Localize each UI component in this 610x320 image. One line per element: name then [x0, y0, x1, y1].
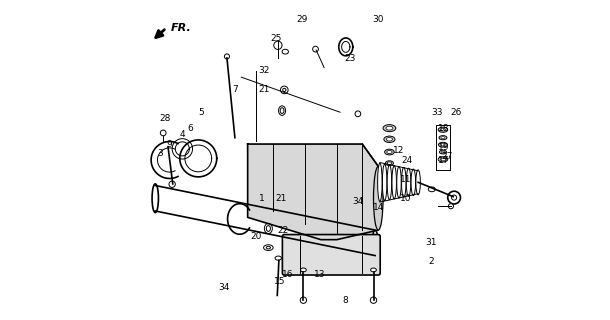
Ellipse shape [386, 138, 392, 141]
Text: 11: 11 [400, 175, 411, 184]
Ellipse shape [439, 136, 447, 140]
Ellipse shape [440, 158, 445, 161]
Ellipse shape [372, 230, 378, 256]
Ellipse shape [438, 157, 448, 162]
Text: 17: 17 [438, 156, 450, 164]
Text: 4: 4 [179, 130, 185, 139]
Text: 28: 28 [159, 114, 171, 123]
Ellipse shape [382, 164, 387, 201]
Ellipse shape [275, 256, 281, 260]
Ellipse shape [371, 268, 376, 272]
Ellipse shape [428, 187, 436, 192]
Text: 5: 5 [199, 108, 204, 117]
Ellipse shape [396, 166, 401, 198]
Text: 13: 13 [314, 270, 325, 279]
Ellipse shape [440, 128, 445, 131]
Ellipse shape [387, 150, 392, 154]
Circle shape [448, 204, 453, 209]
Ellipse shape [279, 106, 285, 116]
Ellipse shape [267, 246, 270, 249]
Circle shape [451, 195, 457, 200]
Text: 31: 31 [425, 238, 437, 247]
Ellipse shape [280, 108, 284, 114]
Text: 23: 23 [344, 53, 355, 62]
Ellipse shape [152, 184, 159, 212]
Ellipse shape [411, 169, 415, 196]
Text: 18: 18 [438, 124, 450, 132]
Text: 10: 10 [400, 194, 411, 203]
Ellipse shape [416, 170, 420, 195]
Circle shape [313, 46, 318, 52]
Ellipse shape [267, 226, 270, 231]
Text: 19: 19 [438, 143, 450, 152]
Ellipse shape [373, 166, 383, 230]
Text: 27: 27 [441, 152, 453, 161]
Circle shape [274, 41, 282, 50]
Text: 9: 9 [167, 140, 173, 148]
Text: 8: 8 [342, 296, 348, 305]
Text: 20: 20 [250, 232, 261, 241]
Ellipse shape [301, 268, 306, 272]
Circle shape [448, 191, 461, 204]
Text: 33: 33 [431, 108, 443, 117]
Text: 26: 26 [451, 108, 462, 117]
Circle shape [370, 297, 377, 303]
Text: 12: 12 [393, 146, 404, 155]
Ellipse shape [387, 162, 392, 164]
Ellipse shape [282, 49, 289, 54]
Ellipse shape [378, 163, 382, 201]
Text: 34: 34 [218, 283, 229, 292]
Text: 14: 14 [373, 203, 384, 212]
Text: 21: 21 [258, 85, 269, 94]
Ellipse shape [264, 223, 272, 234]
Circle shape [281, 86, 288, 94]
Ellipse shape [439, 150, 447, 154]
Circle shape [300, 297, 307, 303]
Text: 25: 25 [271, 35, 282, 44]
Text: 16: 16 [282, 270, 293, 279]
Ellipse shape [387, 165, 392, 200]
Ellipse shape [385, 149, 394, 155]
Polygon shape [248, 144, 378, 240]
Text: 1: 1 [259, 194, 265, 203]
Ellipse shape [441, 151, 445, 153]
Ellipse shape [264, 245, 273, 251]
Circle shape [169, 181, 175, 188]
Ellipse shape [386, 161, 393, 165]
Text: 24: 24 [401, 156, 412, 164]
Ellipse shape [441, 143, 445, 146]
Text: 21: 21 [276, 194, 287, 203]
Text: 34: 34 [352, 197, 364, 206]
Ellipse shape [401, 167, 406, 197]
Text: 2: 2 [428, 258, 434, 267]
Text: 15: 15 [274, 276, 285, 285]
Text: FR.: FR. [171, 23, 192, 33]
FancyBboxPatch shape [282, 235, 380, 275]
Circle shape [355, 111, 361, 117]
Text: 30: 30 [373, 15, 384, 24]
Ellipse shape [384, 136, 395, 142]
Ellipse shape [439, 142, 447, 147]
Ellipse shape [438, 127, 448, 132]
Ellipse shape [383, 124, 396, 132]
Text: 3: 3 [157, 149, 163, 158]
Text: 22: 22 [277, 226, 289, 235]
Text: 32: 32 [258, 66, 269, 75]
Text: 6: 6 [187, 124, 193, 132]
Circle shape [160, 130, 166, 136]
Ellipse shape [441, 137, 445, 139]
Text: 7: 7 [232, 85, 238, 94]
Text: 29: 29 [296, 15, 307, 24]
Circle shape [224, 54, 229, 59]
Ellipse shape [392, 166, 396, 199]
Circle shape [282, 88, 286, 92]
Ellipse shape [406, 168, 411, 196]
Ellipse shape [386, 126, 393, 130]
